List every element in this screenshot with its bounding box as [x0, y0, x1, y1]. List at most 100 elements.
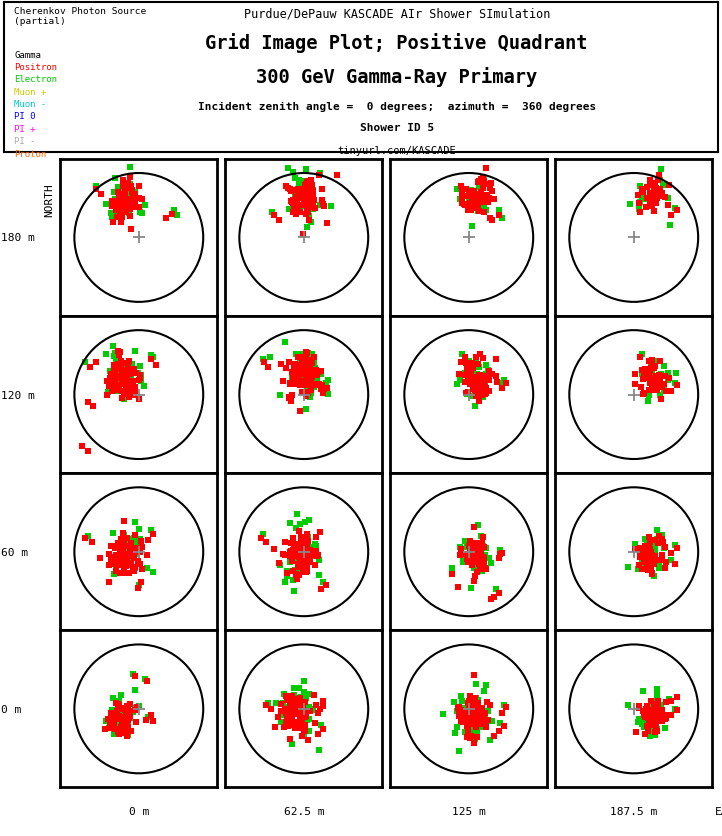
Point: [640, 555, 651, 568]
Point: [469, 703, 481, 716]
Point: [296, 709, 308, 722]
Point: [129, 188, 140, 201]
Point: [471, 553, 482, 567]
Point: [669, 201, 680, 215]
Point: [472, 694, 484, 707]
Point: [286, 196, 297, 210]
Point: [114, 539, 126, 553]
Point: [294, 355, 305, 369]
Point: [121, 539, 133, 553]
Point: [466, 390, 477, 403]
Point: [634, 548, 645, 562]
Point: [112, 701, 123, 715]
Point: [464, 540, 475, 553]
Point: [122, 380, 134, 393]
Point: [278, 720, 290, 733]
Point: [651, 683, 663, 696]
Point: [295, 191, 307, 205]
Point: [457, 556, 469, 569]
Point: [479, 373, 491, 386]
Point: [100, 714, 111, 727]
Point: [470, 678, 482, 691]
Point: [123, 374, 134, 387]
Point: [452, 701, 464, 715]
Point: [293, 539, 305, 553]
Point: [297, 564, 309, 578]
Point: [307, 704, 318, 717]
Point: [479, 715, 491, 728]
Point: [669, 557, 680, 570]
Point: [123, 712, 134, 726]
Text: 0 m: 0 m: [1, 704, 22, 714]
Point: [110, 385, 122, 399]
Point: [461, 716, 472, 729]
Point: [466, 362, 478, 375]
Point: [99, 722, 110, 736]
Point: [287, 372, 299, 385]
Point: [121, 699, 133, 712]
Point: [460, 357, 471, 370]
Point: [650, 384, 661, 397]
Point: [275, 358, 287, 371]
Point: [478, 377, 490, 390]
Point: [118, 375, 130, 388]
Point: [123, 193, 135, 206]
Point: [118, 372, 130, 385]
Point: [469, 737, 480, 750]
Point: [308, 543, 319, 556]
Point: [121, 370, 132, 383]
Point: [309, 202, 321, 216]
Point: [281, 693, 292, 706]
Point: [122, 382, 134, 395]
Point: [284, 355, 295, 369]
Point: [289, 721, 300, 735]
Point: [300, 531, 312, 544]
Point: [297, 228, 309, 242]
Point: [123, 206, 134, 220]
Text: Muon -: Muon -: [14, 100, 47, 109]
Point: [112, 195, 123, 208]
Point: [117, 714, 129, 727]
Point: [465, 372, 477, 385]
Point: [640, 727, 651, 741]
Point: [656, 705, 668, 718]
Point: [119, 203, 131, 217]
Point: [304, 189, 316, 202]
Point: [464, 708, 476, 721]
Point: [258, 355, 270, 369]
Point: [483, 364, 495, 378]
Point: [658, 385, 669, 398]
Point: [113, 706, 124, 720]
Point: [297, 377, 309, 390]
Point: [636, 543, 648, 556]
Point: [113, 359, 124, 373]
Point: [303, 359, 314, 372]
Point: [498, 698, 510, 711]
Point: [462, 204, 474, 217]
Point: [95, 188, 107, 201]
Point: [115, 553, 126, 566]
Point: [451, 183, 463, 196]
Point: [114, 553, 126, 566]
Point: [464, 695, 475, 708]
Point: [292, 371, 303, 385]
Point: [482, 696, 493, 709]
Point: [306, 548, 318, 562]
Point: [641, 720, 653, 733]
Point: [493, 204, 505, 217]
Point: [649, 540, 661, 553]
Point: [115, 552, 126, 565]
Point: [470, 691, 482, 705]
Point: [321, 217, 333, 231]
Point: [297, 355, 309, 369]
Text: PI 0: PI 0: [14, 112, 36, 121]
Point: [651, 192, 663, 206]
Point: [651, 705, 662, 718]
Point: [475, 186, 487, 199]
Point: [478, 200, 490, 213]
Point: [466, 706, 478, 719]
Point: [123, 199, 135, 212]
Point: [479, 707, 490, 721]
Point: [129, 546, 141, 559]
Point: [118, 701, 129, 715]
